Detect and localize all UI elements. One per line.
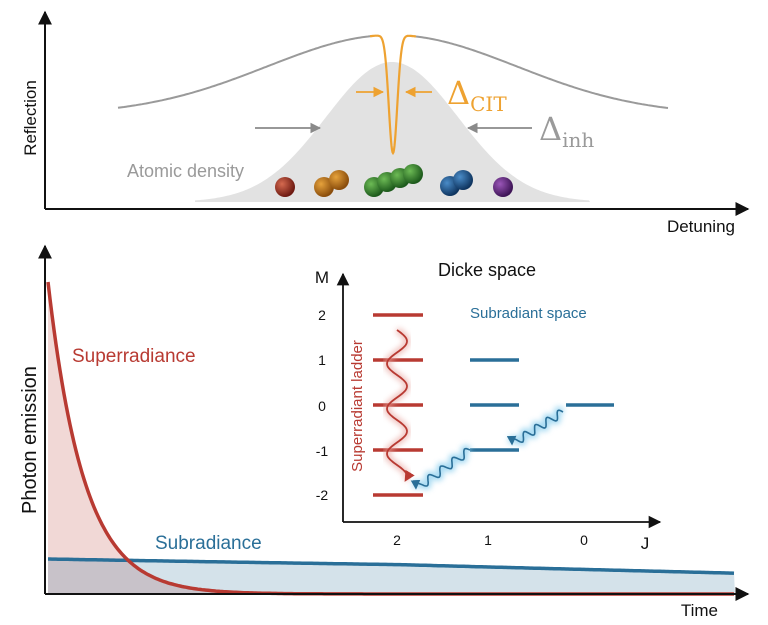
cit-dip-curve — [370, 34, 417, 156]
m-tick-label: 1 — [318, 352, 326, 368]
bottom-x-axis-label: Time — [681, 601, 718, 620]
delta-cit-subscript: CIT — [470, 92, 507, 116]
superradiant-photon — [386, 329, 415, 482]
m-ticks: 2 1 0 -1 -2 — [316, 307, 329, 503]
m-tick-label: -1 — [316, 443, 329, 459]
top-y-axis-label: Reflection — [21, 80, 40, 156]
dicke-m-axis-label: M — [315, 268, 329, 287]
atomic-density-label: Atomic density — [127, 161, 244, 181]
delta-cit-symbol: Δ — [447, 74, 470, 112]
atom-red — [275, 177, 295, 197]
m-tick-label: 0 — [318, 398, 326, 414]
subradiance-label: Subradiance — [155, 533, 262, 554]
dicke-title: Dicke space — [438, 260, 536, 280]
delta-inh-symbol: Δ — [539, 110, 562, 148]
j-tick-label: 2 — [393, 532, 401, 548]
delta-inh-subscript: inh — [562, 128, 594, 152]
superradiance-fill — [48, 282, 735, 594]
reflection-curve — [117, 35, 669, 109]
superradiant-ladder-label: Superradiant ladder — [349, 340, 366, 472]
subradiant-photon-glow — [508, 406, 565, 446]
j-ticks: 2 1 0 — [393, 532, 588, 548]
atom-blue — [453, 170, 473, 190]
top-panel: Reflection Detuning Atomic density ΔCIT … — [21, 10, 750, 236]
delta-inh-label: Δinh — [539, 110, 594, 152]
atom-orange — [329, 170, 349, 190]
m-tick-label: 2 — [318, 307, 326, 323]
subradiance-curve — [48, 557, 735, 575]
m-tick-label: -2 — [316, 487, 329, 503]
subradiant-photon — [506, 409, 564, 446]
atom-orange — [314, 177, 334, 197]
j-tick-label: 0 — [580, 532, 588, 548]
subradiant-levels — [470, 358, 614, 452]
dicke-j-axis-label: J — [641, 534, 650, 553]
superradiance-label: Superradiance — [72, 346, 196, 367]
delta-cit-label: ΔCIT — [447, 74, 507, 116]
dicke-inset: Dicke space M J 2 1 0 -1 -2 2 1 0 — [315, 260, 662, 553]
subradiant-photon-glow — [412, 445, 472, 490]
superradiant-levels — [373, 313, 423, 497]
subradiant-photon — [410, 447, 471, 490]
atoms — [275, 164, 513, 197]
bottom-y-axis-label: Photon emission — [19, 366, 41, 514]
atom-purple — [493, 177, 513, 197]
j-tick-label: 1 — [484, 532, 492, 548]
subradiant-space-label: Subradiant space — [470, 305, 587, 322]
top-x-axis-label: Detuning — [667, 217, 735, 236]
bottom-panel: Photon emission Time Superradiance Subra… — [19, 244, 750, 620]
atomic-density-fill — [195, 62, 590, 202]
atom-green — [403, 164, 423, 184]
superradiance-curve — [46, 281, 734, 596]
subradiance-fill — [48, 559, 735, 594]
